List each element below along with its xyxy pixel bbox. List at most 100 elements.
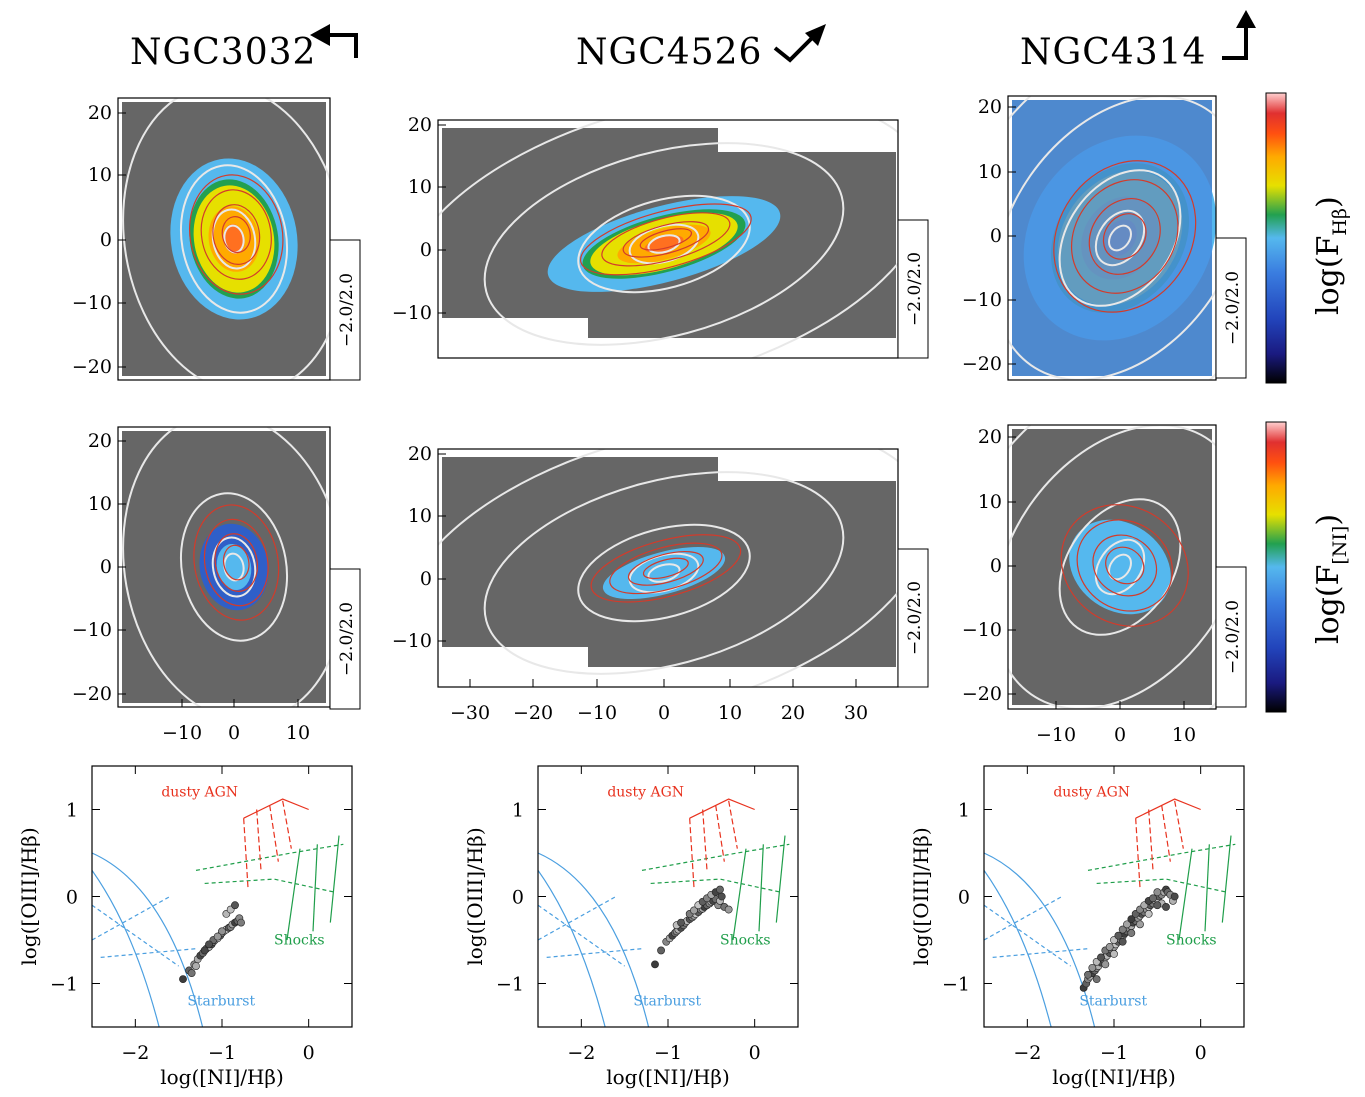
x-tick-label: −1 <box>654 1042 682 1064</box>
starburst-models <box>92 852 204 1027</box>
x-tick-label: −2 <box>567 1042 595 1064</box>
data-point <box>179 975 187 984</box>
map-ngc4314-hbeta: 20 10 0 −10 −20 −2.0/2.0 <box>962 95 1247 381</box>
y-axis-label: log([OIII]/Hβ) <box>463 827 487 965</box>
y-tick-label: −10 <box>72 292 112 314</box>
data-point <box>1153 901 1162 910</box>
agn-models <box>243 798 309 888</box>
y-tick-label: −20 <box>72 683 112 705</box>
x-tick-label: 10 <box>1172 724 1196 746</box>
data-point <box>200 946 209 955</box>
data-point <box>205 940 213 949</box>
emission-contours <box>579 203 752 276</box>
range-box <box>1215 566 1247 708</box>
data-point <box>1118 925 1127 934</box>
x-tick-label: 30 <box>844 702 868 724</box>
range-box <box>897 219 929 359</box>
data-point <box>1114 931 1123 940</box>
starburst-models <box>538 852 650 1027</box>
data-point <box>1105 943 1114 951</box>
bpt-frame <box>983 765 1245 1028</box>
map-blank-region <box>718 451 898 481</box>
emission-contours <box>188 174 284 295</box>
range-label: −2.0/2.0 <box>337 273 357 347</box>
galaxy-title-ngc3032: NGC3032 <box>130 32 316 73</box>
emission-blob <box>602 546 726 600</box>
y-tick-label: 20 <box>978 96 1002 118</box>
y-tick-label: 20 <box>408 443 432 465</box>
data-point <box>1127 915 1136 924</box>
galaxy-title-ngc4314: NGC4314 <box>1020 32 1206 73</box>
y-axis-label: log([OIII]/Hβ) <box>909 827 933 965</box>
emission-contours <box>1053 160 1197 313</box>
data-points <box>1079 885 1179 992</box>
y-tick-label: 20 <box>408 114 432 136</box>
data-point <box>716 885 724 894</box>
emission-contours <box>590 534 742 603</box>
map-ngc4526-hbeta: 20 10 0 −10 −2.0/2.0 <box>392 114 929 359</box>
x-tick-label: 0 <box>658 702 670 724</box>
y-tick-label: −10 <box>962 619 1002 641</box>
x-tick-label: −30 <box>450 702 490 724</box>
y-tick-label: 1 <box>512 800 524 822</box>
range-box <box>1215 237 1247 379</box>
y-tick-label: −20 <box>72 356 112 378</box>
x-tick-label: 0 <box>303 1042 315 1064</box>
shock-models <box>1087 835 1236 941</box>
x-tick-label: 10 <box>718 702 742 724</box>
continuum-contours <box>438 120 898 358</box>
y-axis-label: log([OIII]/Hβ) <box>17 827 41 965</box>
y-tick-label: 0 <box>958 887 970 909</box>
data-point <box>1118 937 1127 946</box>
range-box <box>329 239 361 381</box>
emission-contours <box>1060 504 1189 627</box>
map-frame <box>117 97 331 381</box>
data-points <box>179 901 245 984</box>
emission-contours <box>193 504 280 621</box>
colorbar-ni <box>1265 421 1287 713</box>
data-point <box>187 969 196 977</box>
y-tick-label: 0 <box>420 568 432 590</box>
range-label: −2.0/2.0 <box>905 252 925 326</box>
y-tick-label: −1 <box>50 974 78 996</box>
x-axis-label: log([NI]/Hβ) <box>1052 1065 1176 1089</box>
y-tick-label: 0 <box>512 887 524 909</box>
data-point <box>651 960 659 969</box>
y-tick-label: −10 <box>392 302 432 324</box>
range-box <box>329 568 361 710</box>
data-point <box>218 927 226 936</box>
orientation-arrow-ngc4314 <box>1222 10 1256 60</box>
bpt-frame <box>537 765 799 1028</box>
data-point <box>724 905 733 914</box>
range-box <box>897 548 929 688</box>
region-label-starburst: Starburst <box>187 993 255 1009</box>
map-ngc3032-ni: 20 10 0 −10 −20 −2.0/2.0 −10 0 10 <box>72 426 361 744</box>
range-label: −2.0/2.0 <box>905 581 925 655</box>
y-tick-label: 0 <box>420 239 432 261</box>
y-tick-label: 10 <box>88 493 112 515</box>
y-tick-label: −10 <box>72 619 112 641</box>
data-point <box>1092 975 1101 984</box>
colorbar-label-ni: log(F[NI]) <box>1311 514 1351 644</box>
shock-models <box>641 835 790 941</box>
orientation-arrow-ngc3032 <box>310 24 358 58</box>
data-point <box>677 918 685 927</box>
y-tick-label: 10 <box>978 161 1002 183</box>
x-tick-label: −1 <box>1100 1042 1128 1064</box>
shock-models <box>195 835 344 941</box>
region-label-shocks: Shocks <box>720 932 771 948</box>
data-point <box>717 892 726 901</box>
y-tick-label: 10 <box>978 491 1002 513</box>
data-point <box>657 946 665 955</box>
range-label: −2.0/2.0 <box>337 602 357 676</box>
y-tick-label: −10 <box>962 289 1002 311</box>
agn-models <box>1135 798 1201 888</box>
x-tick-label: 0 <box>1195 1042 1207 1064</box>
data-point <box>231 901 239 910</box>
y-tick-label: 0 <box>66 887 78 909</box>
data-point <box>1162 903 1170 911</box>
continuum-contours <box>438 449 898 687</box>
range-label: −2.0/2.0 <box>1223 600 1243 674</box>
